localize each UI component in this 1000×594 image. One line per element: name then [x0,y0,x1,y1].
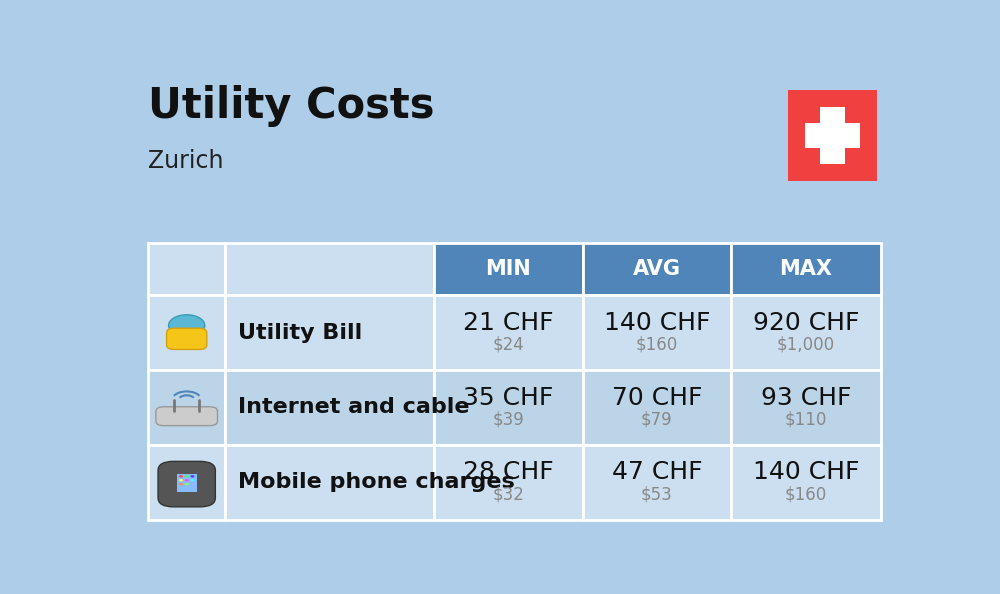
FancyBboxPatch shape [731,243,881,295]
Text: $32: $32 [492,485,524,503]
Text: MIN: MIN [485,259,531,279]
Text: Utility Bill: Utility Bill [238,323,362,343]
FancyBboxPatch shape [225,295,434,370]
Circle shape [190,475,195,478]
Circle shape [179,475,183,478]
FancyBboxPatch shape [583,445,731,520]
FancyBboxPatch shape [820,107,845,164]
FancyBboxPatch shape [731,370,881,445]
FancyBboxPatch shape [158,462,215,507]
FancyBboxPatch shape [167,328,207,349]
Circle shape [185,479,189,481]
Text: $39: $39 [492,410,524,428]
FancyBboxPatch shape [148,243,225,295]
Text: $53: $53 [641,485,673,503]
Text: 47 CHF: 47 CHF [612,460,702,485]
FancyBboxPatch shape [434,243,583,295]
Circle shape [179,479,183,481]
Circle shape [169,315,205,336]
FancyBboxPatch shape [805,122,860,148]
FancyBboxPatch shape [434,370,583,445]
Text: $160: $160 [785,485,827,503]
Text: 21 CHF: 21 CHF [463,311,554,335]
FancyBboxPatch shape [177,475,197,492]
Circle shape [185,475,189,478]
FancyBboxPatch shape [731,445,881,520]
FancyBboxPatch shape [225,370,434,445]
Text: 140 CHF: 140 CHF [604,311,710,335]
Text: $110: $110 [785,410,827,428]
FancyBboxPatch shape [148,445,225,520]
Text: 920 CHF: 920 CHF [753,311,859,335]
Text: MAX: MAX [779,259,832,279]
Text: Internet and cable: Internet and cable [238,397,469,418]
FancyBboxPatch shape [148,295,225,370]
Text: $1,000: $1,000 [777,336,835,353]
Text: $160: $160 [636,336,678,353]
FancyBboxPatch shape [156,407,217,426]
FancyBboxPatch shape [731,295,881,370]
FancyBboxPatch shape [788,90,877,181]
Circle shape [185,483,189,485]
FancyBboxPatch shape [583,295,731,370]
Text: Zurich: Zurich [148,149,224,173]
Text: Mobile phone charges: Mobile phone charges [238,472,514,492]
Text: 93 CHF: 93 CHF [761,386,851,410]
Text: 70 CHF: 70 CHF [612,386,702,410]
Text: Utility Costs: Utility Costs [148,85,435,127]
FancyBboxPatch shape [583,370,731,445]
Circle shape [190,479,195,481]
FancyBboxPatch shape [434,445,583,520]
Text: $79: $79 [641,410,673,428]
Circle shape [179,483,183,485]
Text: 140 CHF: 140 CHF [753,460,859,485]
FancyBboxPatch shape [225,445,434,520]
FancyBboxPatch shape [583,243,731,295]
Text: 35 CHF: 35 CHF [463,386,553,410]
FancyBboxPatch shape [148,370,225,445]
Text: $24: $24 [492,336,524,353]
FancyBboxPatch shape [434,295,583,370]
Text: AVG: AVG [633,259,681,279]
Text: 28 CHF: 28 CHF [463,460,554,485]
FancyBboxPatch shape [225,243,434,295]
